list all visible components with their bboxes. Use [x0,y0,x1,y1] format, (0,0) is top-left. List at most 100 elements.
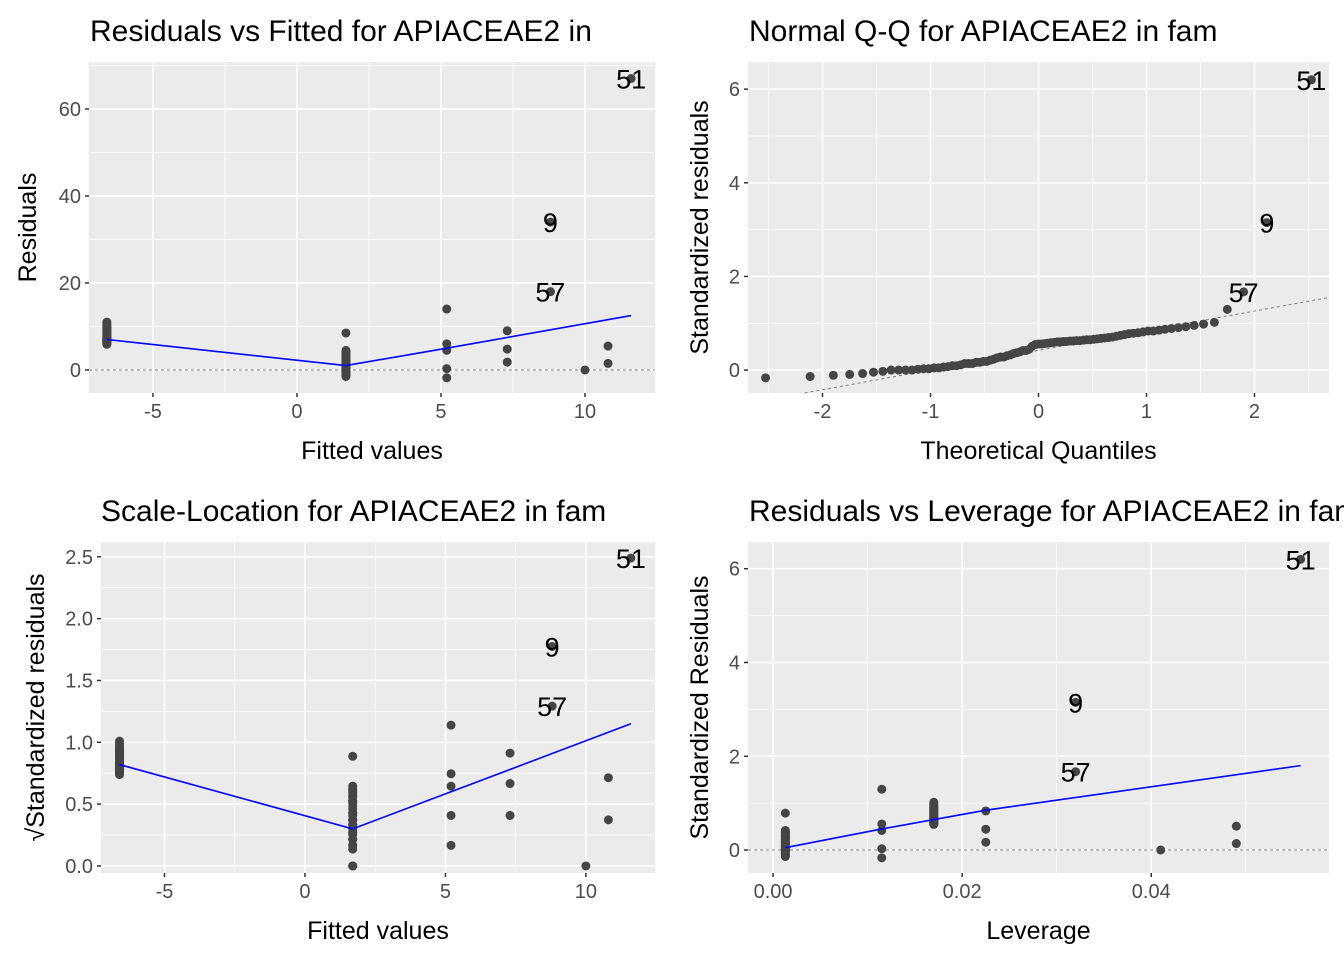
data-point [878,366,888,376]
y-tick-label: 6 [729,559,740,581]
x-tick-label: 0.04 [1132,881,1171,903]
x-tick-label: -5 [156,881,174,903]
x-tick-label: 0 [299,881,310,903]
data-point [1231,821,1241,831]
data-point [341,345,351,355]
y-tick-label: 2 [729,266,740,288]
x-tick-label: 1 [1141,401,1152,423]
data-point [761,373,771,383]
smooth-line [106,314,632,367]
y-tick-label: 0.0 [65,856,93,878]
plot-panel [101,542,655,873]
data-point [102,317,112,327]
data-point [348,751,358,761]
outlier-label: 51 [616,544,646,574]
data-point [828,370,838,380]
x-tick-label: 0.00 [754,881,793,903]
y-tick-label: 6 [729,79,740,101]
data-point [877,853,887,863]
data-point [545,287,555,297]
smooth-line [785,764,1301,849]
data-point [929,797,939,807]
data-point [780,808,790,818]
outlier-label: 9 [545,633,560,663]
outlier-label: 9 [1259,209,1274,239]
data-point [547,642,557,652]
data-point [877,825,887,835]
data-point [580,365,590,375]
data-point [603,341,613,351]
outlier-label: 57 [1229,278,1259,308]
data-point [901,365,911,375]
outlier-label: 51 [616,65,646,95]
y-tick-label: 1.5 [65,670,93,692]
panel-scale-location: Scale-Location for APIACEAE2 in fam-5 0 5 1… [22,495,655,945]
data-point [115,736,125,746]
data-point [442,373,452,383]
y-tick-label: 60 [59,99,81,121]
data-point [877,819,887,829]
plot-title: Normal Q-Q for APIACEAE2 in fam [749,15,1217,48]
x-tick-label: 0 [291,401,302,423]
y-tick-label: 40 [59,186,81,208]
data-point [1209,317,1219,327]
data-point [446,720,456,730]
y-tick-label: 2.0 [65,609,93,631]
panel-normal-qq: Normal Q-Q for APIACEAE2 in fam -2 -1 0 1 2 0 2… [686,15,1330,465]
data-point [446,781,456,791]
y-tick-label: 4 [729,173,740,195]
data-point [780,825,790,835]
data-point [981,837,991,847]
data-point [626,74,636,84]
x-tick-label: 2 [1249,401,1260,423]
data-point [1071,767,1081,777]
data-point [502,357,512,367]
y-tick-label: 4 [729,652,740,674]
plot-title: Residuals vs Leverage for APIACEAE2 in f… [749,495,1344,528]
plot-title: Scale-Location for APIACEAE2 in fam [101,495,606,528]
y-tick-label: 2.5 [65,547,93,569]
x-tick-label: 0 [1033,401,1044,423]
data-point [442,304,452,314]
data-point [505,748,515,758]
x-tick-label: -1 [922,401,940,423]
data-point [626,553,636,563]
outlier-label: 51 [1286,545,1316,575]
panel-content: Scale-Location for APIACEAE2 in fam-5 0 5 1… [22,495,655,945]
y-tick-label: 0.5 [65,794,93,816]
data-point [1231,839,1241,849]
y-axis-label: Standardized Residuals [686,575,714,839]
y-tick-label: 20 [59,273,81,295]
x-tick-label: -5 [144,401,162,423]
outlier-label: 57 [535,278,565,308]
data-point [442,339,452,349]
data-point [894,365,904,375]
data-point [603,773,613,783]
data-point [805,372,815,382]
data-point [1222,304,1232,314]
plot-title: Residuals vs Fitted for APIACEAE2 in [90,15,592,48]
x-axis-label: Theoretical Quantiles [920,437,1156,465]
data-point [505,779,515,789]
data-point [545,217,555,227]
x-tick-label: 5 [440,881,451,903]
data-point [1071,697,1081,707]
data-point [1181,322,1191,332]
data-point [348,781,358,791]
data-point [1189,320,1199,330]
y-axis-label: √Standardized residuals [22,573,50,841]
data-point [446,840,456,850]
data-point [446,769,456,779]
outlier-label: 9 [1068,688,1083,718]
data-point [547,701,557,711]
data-point [1156,845,1166,855]
y-tick-label: 0 [729,840,740,862]
x-tick-label: 10 [575,881,597,903]
data-point [877,784,887,794]
data-point [1173,323,1183,333]
x-axis-label: Fitted values [301,437,443,465]
outlier-label: 51 [1296,66,1326,96]
data-point [1199,319,1209,329]
data-point [348,861,358,871]
